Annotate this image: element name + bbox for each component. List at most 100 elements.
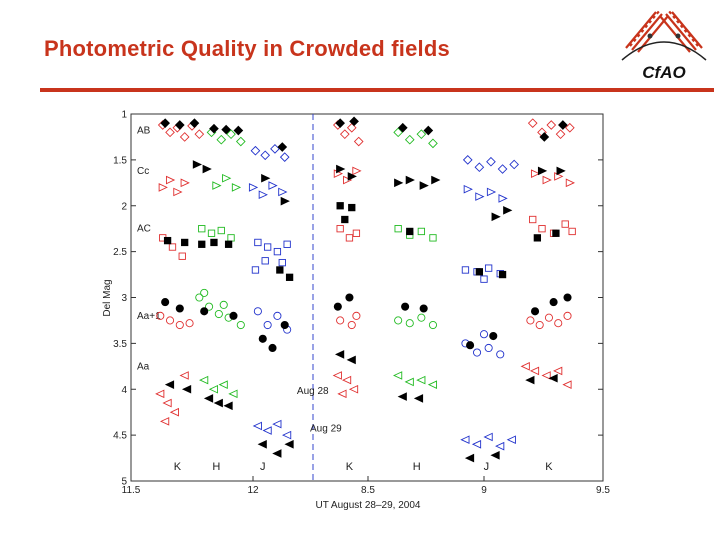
data-point [479, 330, 489, 339]
data-point [529, 366, 540, 376]
data-point [471, 439, 482, 449]
cfao-logo: CfAO [612, 2, 716, 84]
filter-label: K [174, 461, 182, 473]
data-point [556, 166, 566, 176]
data-point [260, 150, 271, 161]
data-point [489, 331, 498, 341]
data-point [159, 417, 170, 426]
data-point [258, 334, 267, 343]
data-point [207, 229, 216, 237]
data-point [179, 132, 190, 142]
data-point [200, 307, 209, 316]
data-point [173, 187, 183, 197]
data-point [174, 120, 185, 130]
filter-label: K [545, 461, 553, 473]
data-point [401, 302, 410, 311]
data-point [335, 118, 345, 129]
data-point [337, 389, 347, 399]
data-point [462, 155, 473, 165]
data-point [544, 313, 554, 322]
data-point [464, 453, 475, 463]
data-point [405, 319, 414, 328]
data-point [218, 380, 228, 389]
x-tick-label: 12 [247, 485, 259, 496]
data-point [221, 124, 231, 135]
data-point [165, 127, 175, 138]
data-point [565, 122, 575, 133]
data-point [283, 240, 291, 248]
data-point [529, 215, 537, 224]
data-point [461, 266, 470, 274]
data-point [164, 380, 175, 389]
data-point [392, 371, 403, 380]
data-point [466, 341, 475, 350]
data-point [546, 120, 557, 130]
data-point [281, 430, 292, 440]
data-point [175, 320, 184, 330]
data-point [226, 129, 236, 140]
data-point [548, 373, 558, 383]
star-label: Cc [137, 166, 149, 177]
data-point [484, 343, 493, 353]
data-point [334, 350, 345, 359]
data-point [270, 144, 280, 154]
data-point [263, 320, 272, 330]
data-point [353, 136, 364, 147]
data-point [397, 392, 407, 401]
data-point [352, 229, 361, 237]
data-point [272, 419, 282, 429]
data-point [463, 184, 473, 194]
data-point [253, 307, 262, 316]
data-point [527, 118, 538, 129]
star-label: Aa+1 [137, 311, 161, 322]
data-point [224, 240, 233, 248]
data-point [429, 234, 437, 242]
data-point [549, 298, 558, 307]
data-point [394, 316, 403, 325]
data-point [194, 129, 205, 140]
data-point [258, 190, 268, 200]
data-point [525, 375, 535, 385]
data-point [509, 159, 519, 170]
data-point [417, 227, 426, 236]
data-point [198, 225, 206, 233]
data-point [276, 266, 284, 274]
data-point [202, 164, 212, 174]
data-point [199, 375, 209, 385]
data-point [491, 212, 501, 222]
data-point [278, 258, 286, 267]
data-point [554, 172, 564, 181]
data-point [394, 225, 402, 233]
data-point [198, 240, 206, 248]
data-point [535, 320, 544, 330]
filter-label: J [484, 461, 490, 473]
data-point [165, 316, 175, 325]
data-point [561, 220, 569, 228]
data-point [496, 350, 505, 359]
data-point [254, 238, 262, 247]
data-point [261, 173, 271, 183]
data-point [405, 175, 415, 185]
data-point [229, 311, 238, 320]
data-point [533, 234, 542, 242]
data-point [213, 398, 223, 408]
night-label: Aug 29 [310, 424, 342, 435]
data-point [406, 227, 414, 236]
data-point [506, 435, 516, 445]
data-point [352, 311, 361, 320]
y-tick-label: 1.5 [113, 155, 127, 166]
filter-label: J [260, 461, 266, 473]
data-point [210, 238, 218, 247]
data-point [228, 389, 238, 399]
logo-text: CfAO [642, 63, 685, 82]
data-point [341, 375, 352, 385]
data-point [273, 247, 282, 256]
data-point [474, 162, 485, 173]
data-point [538, 225, 546, 233]
x-tick-label: 8.5 [361, 485, 375, 496]
data-point [336, 202, 344, 210]
data-point [336, 225, 344, 233]
data-point [268, 343, 277, 353]
data-point [416, 375, 426, 385]
